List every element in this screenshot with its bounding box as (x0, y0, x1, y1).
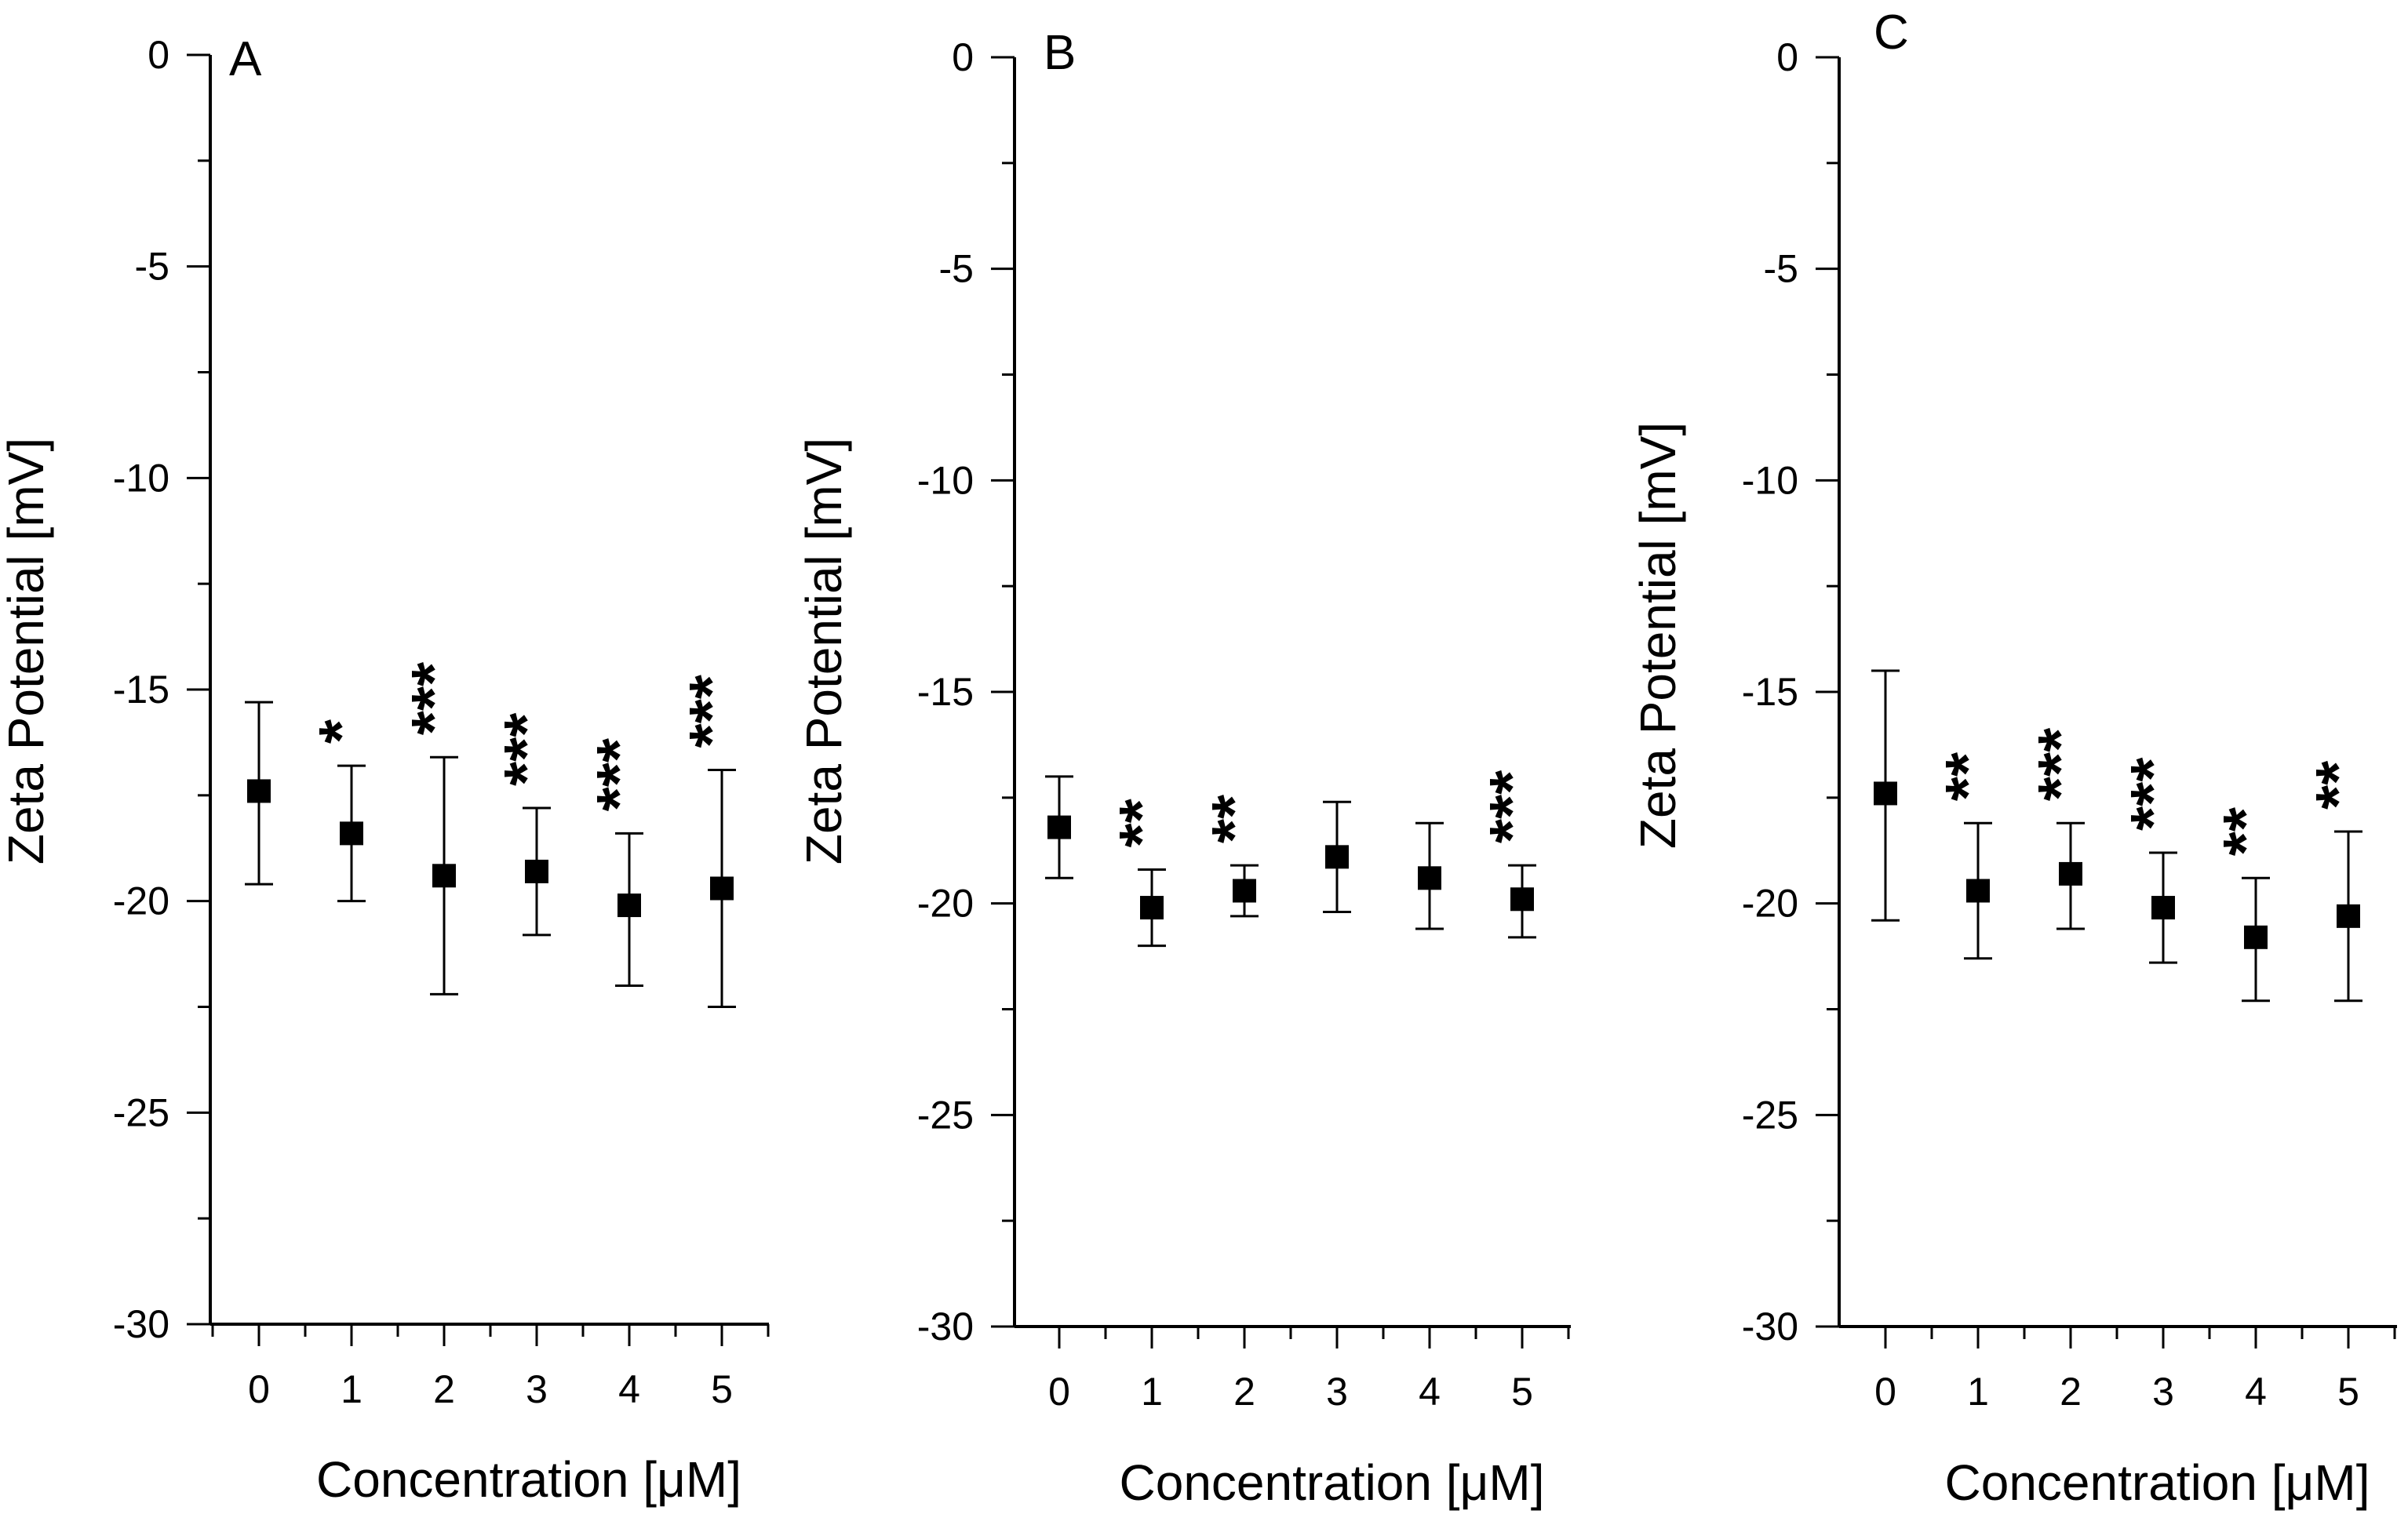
x-tick-label: 4 (618, 1367, 640, 1411)
panel-letter: A (229, 32, 262, 86)
y-tick-label: -10 (1742, 458, 1798, 502)
data-point (2151, 896, 2175, 920)
x-tick-label: 3 (526, 1367, 548, 1411)
x-tick-label: 3 (1326, 1370, 1348, 1414)
y-tick-label: -20 (917, 882, 974, 926)
x-axis-title: Concentration [μM] (316, 1451, 741, 1508)
x-tick-label: 5 (2337, 1370, 2359, 1414)
y-tick-label: -10 (113, 456, 169, 500)
y-tick-label: -5 (1764, 247, 1798, 291)
y-tick-label: -25 (113, 1090, 169, 1134)
data-point (1140, 896, 1164, 920)
data-point (340, 821, 363, 846)
significance-stars: * (306, 719, 376, 744)
y-tick-label: -30 (1742, 1305, 1798, 1348)
data-point (1233, 879, 1256, 903)
y-tick-label: 0 (1776, 35, 1798, 79)
data-point (1047, 815, 1071, 839)
significance-stars: ** (1199, 794, 1269, 843)
y-tick-label: -15 (113, 668, 169, 712)
data-point (525, 859, 548, 883)
y-tick-label: -20 (1742, 882, 1798, 926)
significance-stars: ** (2303, 760, 2373, 810)
y-tick-label: -10 (917, 458, 974, 502)
x-axis-title: Concentration [μM] (1120, 1454, 1545, 1511)
x-tick-label: 2 (2060, 1370, 2082, 1414)
panel-a: 0-5-10-15-20-25-300 1 2 3 4 5* ****** ******AZe… (0, 32, 770, 1508)
significance-stars: ** (1106, 798, 1176, 847)
x-tick-label: 2 (433, 1367, 455, 1411)
y-tick-label: 0 (148, 33, 169, 77)
y-tick-label: 0 (952, 35, 974, 79)
data-point (1418, 866, 1441, 890)
x-tick-label: 0 (1874, 1370, 1896, 1414)
y-tick-label: -20 (113, 879, 169, 923)
data-point (1874, 781, 1897, 806)
y-tick-label: -30 (917, 1305, 974, 1348)
panel-letter: B (1044, 26, 1076, 80)
data-point (1966, 879, 1990, 903)
data-point (617, 894, 641, 918)
x-tick-label: 3 (2152, 1370, 2174, 1414)
y-tick-label: -30 (113, 1302, 169, 1346)
x-tick-label: 4 (1419, 1370, 1441, 1414)
x-tick-label: 4 (2245, 1370, 2267, 1414)
significance-stars: ** (1933, 752, 2002, 801)
significance-stars: *** (491, 712, 561, 786)
y-axis-title: Zeta Potential [mV] (0, 438, 54, 864)
x-tick-label: 5 (711, 1367, 733, 1411)
y-tick-label: -15 (1742, 670, 1798, 714)
y-axis-title: Zeta Potential [mV] (796, 438, 852, 864)
significance-stars: ** (2210, 806, 2280, 856)
y-axis-title: Zeta Potential [mV] (1630, 422, 1686, 849)
significance-stars: *** (399, 661, 468, 735)
x-tick-label: 0 (248, 1367, 270, 1411)
x-tick-label: 5 (1511, 1370, 1533, 1414)
data-point (2059, 861, 2082, 886)
y-tick-label: -15 (917, 670, 974, 714)
x-tick-label: 1 (341, 1367, 362, 1411)
data-point (432, 864, 456, 888)
panel-letter: C (1874, 5, 1909, 60)
significance-stars: *** (676, 674, 746, 748)
data-point (2337, 904, 2360, 928)
y-tick-label: -5 (135, 245, 169, 289)
data-point (247, 779, 271, 803)
data-point (2244, 925, 2268, 949)
data-point (710, 876, 734, 901)
y-tick-label: -25 (1742, 1093, 1798, 1137)
x-tick-label: 0 (1048, 1370, 1070, 1414)
significance-stars: *** (2118, 757, 2188, 831)
y-tick-label: -25 (917, 1093, 974, 1137)
data-point (1510, 887, 1534, 912)
x-tick-label: 1 (1141, 1370, 1163, 1414)
x-tick-label: 1 (1967, 1370, 1989, 1414)
significance-stars: *** (1477, 770, 1546, 843)
significance-stars: *** (584, 737, 654, 811)
y-tick-label: -5 (939, 247, 974, 291)
x-axis-title: Concentration [μM] (1945, 1454, 2370, 1511)
panel-c: 0-5-10-15-20-25-300 1 2 3 4 5** *** *******CZet… (1630, 5, 2397, 1511)
significance-stars: *** (2025, 727, 2095, 801)
data-point (1325, 845, 1349, 869)
x-tick-label: 2 (1233, 1370, 1255, 1414)
